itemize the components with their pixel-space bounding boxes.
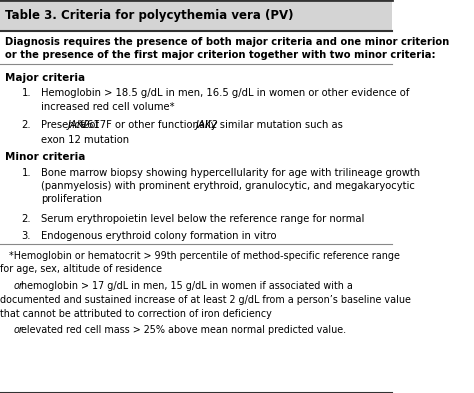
Text: Table 3. Criteria for polycythemia vera (PV): Table 3. Criteria for polycythemia vera … [5,9,293,22]
Text: or: or [13,281,23,291]
Text: hemoglobin > 17 g/dL in men, 15 g/dL in women if associated with a: hemoglobin > 17 g/dL in men, 15 g/dL in … [18,281,353,291]
Text: 3.: 3. [22,231,31,241]
Text: documented and sustained increase of at least 2 g/dL from a person’s baseline va: documented and sustained increase of at … [0,295,411,305]
Text: JAK2: JAK2 [195,120,218,130]
Text: Minor criteria: Minor criteria [5,152,85,162]
Text: JAK2: JAK2 [68,120,91,130]
Text: Endogenous erythroid colony formation in vitro: Endogenous erythroid colony formation in… [41,231,277,241]
Text: elevated red cell mass > 25% above mean normal predicted value.: elevated red cell mass > 25% above mean … [18,325,346,335]
Text: or: or [13,325,23,335]
Text: Hemoglobin > 18.5 g/dL in men, 16.5 g/dL in women or other evidence of
increased: Hemoglobin > 18.5 g/dL in men, 16.5 g/dL… [41,88,410,112]
Text: 1.: 1. [22,168,31,178]
Text: exon 12 mutation: exon 12 mutation [41,135,129,145]
Text: Major criteria: Major criteria [5,73,85,83]
Text: 2.: 2. [22,215,31,224]
Text: 1.: 1. [22,88,31,98]
Text: Serum erythropoietin level below the reference range for normal: Serum erythropoietin level below the ref… [41,215,365,224]
Text: V617F or other functionally similar mutation such as: V617F or other functionally similar muta… [77,120,346,130]
Text: Presence of: Presence of [41,120,102,130]
Text: Diagnosis requires the presence of both major criteria and one minor criterion
o: Diagnosis requires the presence of both … [5,37,449,60]
Text: *Hemoglobin or hematocrit > 99th percentile of method-specific reference range
f: *Hemoglobin or hematocrit > 99th percent… [0,252,400,274]
Text: 2.: 2. [22,120,31,130]
FancyBboxPatch shape [0,0,392,31]
Text: that cannot be attributed to correction of iron deficiency: that cannot be attributed to correction … [0,309,272,320]
Text: Bone marrow biopsy showing hypercellularity for age with trilineage growth
(panm: Bone marrow biopsy showing hypercellular… [41,168,420,204]
